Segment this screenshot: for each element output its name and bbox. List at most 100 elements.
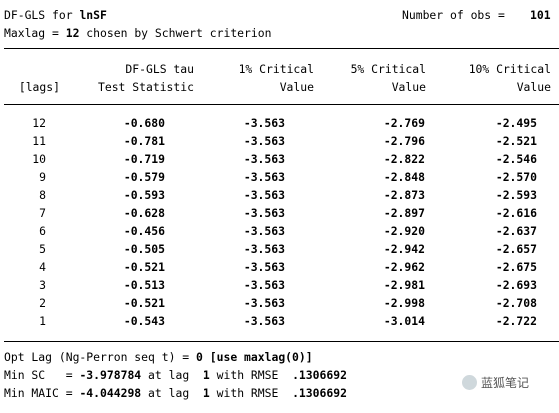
value-cell: -3.563	[243, 116, 285, 130]
lag-cell: 10	[32, 152, 46, 166]
value-cell: -3.563	[243, 134, 285, 148]
lag-cell: 12	[32, 116, 46, 130]
maxlag-value: 12	[65, 26, 80, 40]
nobs-line: Number of obs =	[402, 6, 505, 24]
value-cell: -0.628	[123, 206, 165, 220]
value-cell: -2.616	[495, 206, 537, 220]
opt-lag-prefix: Opt Lag (Ng-Perron seq t) =	[4, 350, 197, 364]
lag-cell: 11	[32, 134, 46, 148]
value-cell: -2.637	[495, 224, 537, 238]
value-cell: -2.675	[495, 260, 537, 274]
min-sc-line: Min SC = -3.978784 at lag 1 with RMSE .1…	[4, 366, 347, 384]
title-line: DF-GLS for lnSF	[4, 6, 107, 24]
min-sc-prefix: Min SC =	[4, 368, 80, 382]
lag-cell: 6	[39, 224, 46, 238]
maxlag-prefix: Maxlag =	[4, 26, 66, 40]
column-header-3-line-2: Value	[279, 80, 314, 94]
value-cell: -3.563	[243, 188, 285, 202]
title-prefix: DF-GLS for	[4, 8, 80, 22]
value-cell: -2.796	[383, 134, 425, 148]
lag-cell: 4	[39, 260, 46, 274]
value-cell: -2.981	[383, 278, 425, 292]
min-maic-suffix: with RMSE	[209, 386, 293, 400]
min-maic-value: -4.044298	[79, 386, 142, 400]
min-sc-mid: at lag	[141, 368, 203, 382]
value-cell: -3.563	[243, 278, 285, 292]
value-cell: -0.456	[123, 224, 165, 238]
opt-lag-value: 0 [use maxlag(0)]	[196, 350, 313, 364]
value-cell: -0.719	[123, 152, 165, 166]
value-cell: -0.593	[123, 188, 165, 202]
min-sc-value: -3.978784	[79, 368, 142, 382]
value-cell: -3.563	[243, 152, 285, 166]
lag-cell: 7	[39, 206, 46, 220]
value-cell: -2.897	[383, 206, 425, 220]
column-header-4-line-2: Value	[391, 80, 426, 94]
value-cell: -3.563	[243, 296, 285, 310]
value-cell: -2.962	[383, 260, 425, 274]
value-cell: -2.495	[495, 116, 537, 130]
min-maic-rmse: .1306692	[292, 386, 347, 400]
lag-cell: 2	[39, 296, 46, 310]
min-maic-lag: 1	[202, 386, 210, 400]
value-cell: -2.708	[495, 296, 537, 310]
column-header-1-line-2: [lags]	[18, 80, 60, 94]
value-cell: -3.563	[243, 170, 285, 184]
lag-cell: 8	[39, 188, 46, 202]
watermark: 蓝狐笔记	[462, 374, 529, 391]
value-cell: -2.873	[383, 188, 425, 202]
lag-cell: 3	[39, 278, 46, 292]
value-cell: -0.680	[123, 116, 165, 130]
min-maic-line: Min MAIC = -4.044298 at lag 1 with RMSE …	[4, 384, 347, 402]
lag-cell: 5	[39, 242, 46, 256]
value-cell: -2.693	[495, 278, 537, 292]
lag-cell: 1	[39, 314, 46, 328]
value-cell: -0.579	[123, 170, 165, 184]
header-rule-bottom	[4, 104, 559, 105]
wechat-icon	[462, 375, 477, 390]
min-maic-prefix: Min MAIC =	[4, 386, 80, 400]
value-cell: -0.543	[123, 314, 165, 328]
value-cell: -2.769	[383, 116, 425, 130]
table-rule-bottom	[4, 341, 559, 342]
value-cell: -2.942	[383, 242, 425, 256]
column-header-2-line-2: Test Statistic	[97, 80, 194, 94]
nobs-label: Number of obs =	[402, 8, 505, 22]
value-cell: -0.781	[123, 134, 165, 148]
maxlag-suffix: chosen by Schwert criterion	[79, 26, 272, 40]
value-cell: -3.563	[243, 242, 285, 256]
value-cell: -0.521	[123, 296, 165, 310]
value-cell: -0.521	[123, 260, 165, 274]
value-cell: -3.563	[243, 224, 285, 238]
value-cell: -2.521	[495, 134, 537, 148]
value-cell: -2.546	[495, 152, 537, 166]
value-cell: -2.848	[383, 170, 425, 184]
column-header-3-line-1: 1% Critical	[238, 62, 314, 76]
variable-name: lnSF	[79, 8, 107, 22]
value-cell: -2.822	[383, 152, 425, 166]
min-sc-rmse: .1306692	[292, 368, 347, 382]
value-cell: -2.722	[495, 314, 537, 328]
maxlag-line: Maxlag = 12 chosen by Schwert criterion	[4, 24, 271, 42]
opt-lag-line: Opt Lag (Ng-Perron seq t) = 0 [use maxla…	[4, 348, 313, 366]
value-cell: -2.570	[495, 170, 537, 184]
column-header-5-line-2: Value	[516, 80, 551, 94]
value-cell: -3.014	[383, 314, 425, 328]
lag-cell: 9	[39, 170, 46, 184]
value-cell: -2.998	[383, 296, 425, 310]
value-cell: -2.657	[495, 242, 537, 256]
value-cell: -0.513	[123, 278, 165, 292]
min-sc-lag: 1	[202, 368, 210, 382]
column-header-4-line-1: 5% Critical	[350, 62, 426, 76]
value-cell: -3.563	[243, 206, 285, 220]
nobs-value: 101	[530, 8, 551, 22]
value-cell: -3.563	[243, 314, 285, 328]
value-cell: -2.920	[383, 224, 425, 238]
header-rule-top	[4, 48, 559, 49]
value-cell: -3.563	[243, 260, 285, 274]
column-header-2-line-1: DF-GLS tau	[125, 62, 194, 76]
watermark-text: 蓝狐笔记	[481, 376, 530, 390]
value-cell: -0.505	[123, 242, 165, 256]
min-sc-suffix: with RMSE	[209, 368, 293, 382]
min-maic-mid: at lag	[141, 386, 203, 400]
